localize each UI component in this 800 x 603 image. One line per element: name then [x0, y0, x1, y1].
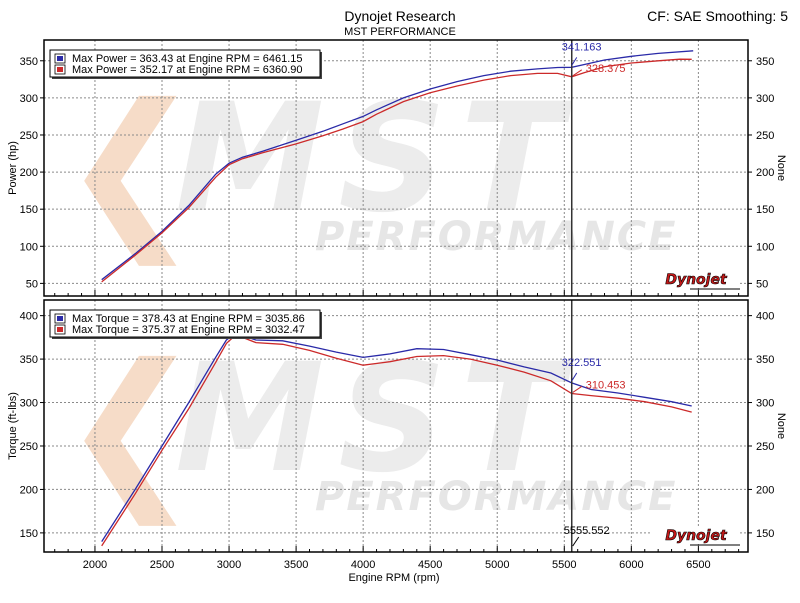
series-line-red	[101, 336, 692, 547]
y2-tick-label: 150	[756, 528, 774, 540]
y-tick-label: 200	[20, 167, 38, 179]
x-tick-label: 4000	[351, 559, 375, 571]
logo-bg	[652, 528, 740, 542]
y2-tick-label: 150	[756, 204, 774, 216]
cursor-arrow-red	[572, 386, 583, 393]
series-line-blue	[101, 333, 692, 542]
x-tick-label: 4500	[418, 559, 442, 571]
legend: Max Torque = 378.43 at Engine RPM = 3035…	[49, 309, 322, 339]
cursor-rpm-arrow	[572, 536, 580, 547]
dynojet-logo: Dynojet	[652, 528, 740, 546]
cursor-arrow-blue	[571, 372, 578, 382]
chart-title: Dynojet Research	[344, 8, 455, 24]
legend-swatch-blue	[57, 316, 63, 321]
y2-tick-label: 300	[756, 93, 774, 105]
y-tick-label: 150	[20, 204, 38, 216]
y-tick-label: 300	[20, 398, 38, 410]
x-tick-label: 5000	[485, 559, 509, 571]
y2-tick-label: 350	[756, 56, 774, 68]
cursor-arrow-red	[572, 69, 583, 77]
y2-tick-label: 250	[756, 441, 774, 453]
chart-subtitle: MST PERFORMANCE	[344, 26, 456, 38]
series-line-blue	[101, 50, 694, 281]
cursor-value-red: 328.375	[586, 63, 626, 75]
cursor-rpm-value: 5555.552	[564, 525, 610, 537]
watermark-main-text: MST	[175, 332, 577, 506]
y2-tick-label: 200	[756, 484, 774, 496]
series-group	[101, 50, 694, 283]
x-tick-label: 5500	[552, 559, 576, 571]
y2-tick-label: 50	[756, 278, 768, 290]
x-tick-label: 6500	[686, 559, 710, 571]
y-axis-label: Torque (ft-lbs)	[7, 392, 19, 460]
legend-entry: Max Torque = 375.37 at Engine RPM = 3032…	[72, 324, 305, 336]
cursor-value-blue: 341.163	[562, 41, 602, 53]
plot-area	[44, 300, 748, 552]
y-tick-label: 400	[20, 311, 38, 323]
y2-tick-label: 400	[756, 311, 774, 323]
x-tick-label: 2500	[150, 559, 174, 571]
legend-swatch-red	[57, 67, 63, 72]
legend-swatch-red	[57, 327, 63, 332]
legend-box	[49, 309, 321, 338]
y-tick-label: 200	[20, 484, 38, 496]
legend-box	[49, 49, 321, 78]
y-tick-label: 350	[20, 56, 38, 68]
y2-tick-label: 300	[756, 398, 774, 410]
x-axis-label: Engine RPM (rpm)	[348, 572, 439, 584]
series-line-red	[101, 58, 692, 283]
legend: Max Power = 363.43 at Engine RPM = 6461.…	[49, 49, 322, 79]
y2-axis-label: None	[775, 413, 787, 439]
y-tick-label: 250	[20, 130, 38, 142]
plot-area	[44, 40, 748, 296]
watermark-sub-text: PERFORMANCE	[315, 214, 678, 260]
x-tick-label: 2000	[83, 559, 107, 571]
y-tick-label: 100	[20, 241, 38, 253]
legend-swatch-blue	[57, 56, 63, 61]
watermark-chevron-icon: ❮	[60, 68, 202, 266]
y-tick-label: 250	[20, 441, 38, 453]
y-tick-label: 300	[20, 93, 38, 105]
dynojet-logo: Dynojet	[652, 272, 740, 290]
logo-bg	[652, 272, 740, 286]
watermark-chevron-icon: ❮	[60, 328, 202, 526]
x-tick-label: 6000	[619, 559, 643, 571]
y-axis-label: Power (hp)	[7, 141, 19, 195]
plot-border	[43, 299, 749, 553]
logo-text: Dynojet	[665, 528, 728, 544]
watermark-sub-text: PERFORMANCE	[315, 474, 678, 520]
y2-tick-label: 100	[756, 241, 774, 253]
y-tick-label: 150	[20, 528, 38, 540]
y2-axis-label: None	[775, 155, 787, 181]
y-tick-label: 50	[26, 278, 38, 290]
y-tick-label: 350	[20, 354, 38, 366]
x-tick-label: 3500	[284, 559, 308, 571]
legend-entry: Max Power = 363.43 at Engine RPM = 6461.…	[72, 53, 303, 65]
plot-border	[43, 39, 749, 297]
legend-entry: Max Torque = 378.43 at Engine RPM = 3035…	[72, 313, 305, 325]
series-group	[101, 333, 692, 547]
cursor-arrow-blue	[571, 57, 578, 66]
y2-tick-label: 350	[756, 354, 774, 366]
legend-entry: Max Power = 352.17 at Engine RPM = 6360.…	[72, 64, 303, 76]
y2-tick-label: 250	[756, 130, 774, 142]
x-tick-label: 3000	[217, 559, 241, 571]
cursor-value-blue: 322.551	[562, 357, 602, 369]
cursor-value-red: 310.453	[586, 379, 626, 391]
correction-label: CF: SAE Smoothing: 5	[647, 8, 788, 24]
y2-tick-label: 200	[756, 167, 774, 179]
logo-text: Dynojet	[665, 272, 728, 288]
